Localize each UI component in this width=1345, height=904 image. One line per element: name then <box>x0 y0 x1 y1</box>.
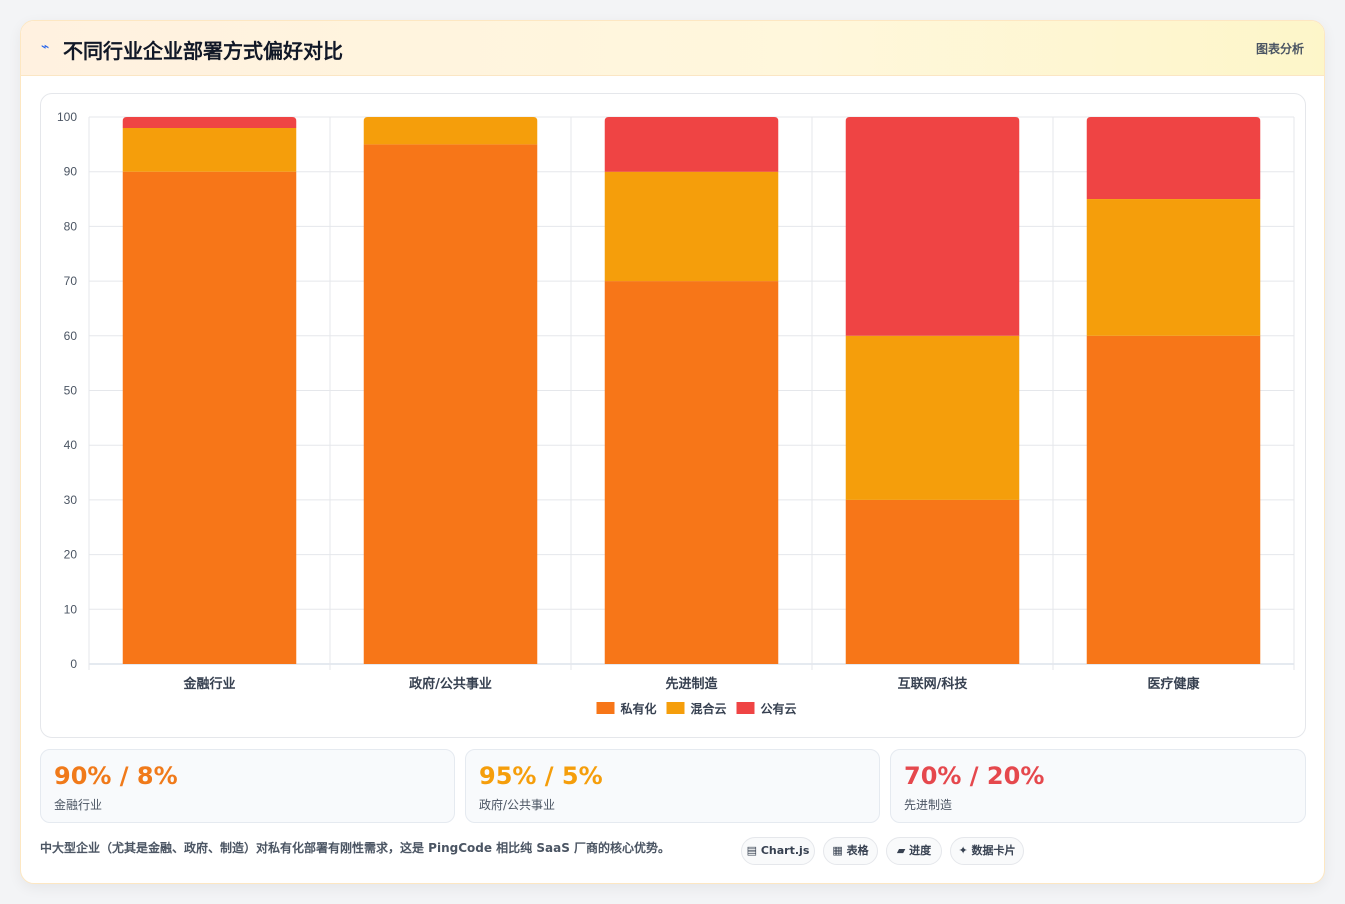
sparkle-icon: ✦ <box>958 844 968 857</box>
y-tick-label: 100 <box>57 110 77 124</box>
bar-segment <box>1086 117 1261 200</box>
legend-label: 私有化 <box>620 701 657 716</box>
bar-segment <box>363 144 538 665</box>
bar-segment <box>604 117 779 172</box>
bar-segment <box>363 117 538 145</box>
tag-label: 数据卡片 <box>971 844 1016 857</box>
bar-segment <box>1086 335 1261 664</box>
bar-segment <box>604 171 779 282</box>
bar-segment <box>845 499 1020 664</box>
y-tick-label: 20 <box>64 548 78 562</box>
progress-icon: ▰ <box>896 844 906 857</box>
bar-segment <box>845 335 1020 500</box>
tag-label: 进度 <box>909 844 932 857</box>
bar-segment <box>845 117 1020 336</box>
y-tick-label: 90 <box>64 165 78 179</box>
legend-label: 混合云 <box>691 701 727 716</box>
x-tick-label: 金融行业 <box>182 676 235 692</box>
x-tick-label: 政府/公共事业 <box>409 676 492 692</box>
y-tick-label: 40 <box>64 438 78 452</box>
stat-card-government: 95% / 5% 政府/公共事业 <box>465 749 880 823</box>
legend-swatch <box>596 702 615 714</box>
stat-label: 先进制造 <box>904 798 953 812</box>
bar-segment <box>1086 199 1261 336</box>
bar-segment <box>122 117 297 128</box>
y-tick-label: 70 <box>64 274 78 288</box>
tag-chartjs[interactable]: ▤ Chart.js <box>741 837 815 865</box>
card-header: ⌁ 不同行业企业部署方式偏好对比 图表分析 <box>21 21 1324 76</box>
bar-segment <box>122 127 297 172</box>
tag-table[interactable]: ▦ 表格 <box>823 837 878 865</box>
stat-value: 90% / 8% <box>54 762 178 790</box>
table-icon: ▦ <box>832 844 843 857</box>
y-tick-label: 10 <box>64 602 78 616</box>
tag-label: 表格 <box>846 844 869 857</box>
stat-label: 政府/公共事业 <box>479 798 556 812</box>
chart-card: ⌁ 不同行业企业部署方式偏好对比 图表分析 0 10 20 30 40 50 60 70 80 9… <box>20 20 1325 884</box>
tag-progress[interactable]: ▰ 进度 <box>886 837 942 865</box>
line-chart-icon: ⌁ <box>41 39 50 55</box>
bar-segment <box>122 171 297 664</box>
tag-data-card[interactable]: ✦ 数据卡片 <box>950 837 1024 865</box>
chart-analysis-button[interactable]: 图表分析 <box>1255 42 1304 56</box>
footer-note: 中大型企业（尤其是金融、政府、制造）对私有化部署有刚性需求，这是 PingCod… <box>40 841 671 855</box>
stacked-bar-chart: 0 10 20 30 40 50 60 70 80 90 100 金融行业 政府/公共事业 先进制造 互联网… <box>57 110 1295 716</box>
legend-swatch <box>666 702 685 714</box>
stat-value: 95% / 5% <box>479 762 603 790</box>
y-tick-label: 0 <box>70 657 77 671</box>
y-tick-label: 60 <box>64 329 78 343</box>
y-tick-label: 80 <box>64 219 78 233</box>
chart-panel: 0 10 20 30 40 50 60 70 80 90 100 金融行业 政府/公共事业 先进制造 互联网… <box>40 93 1306 738</box>
y-tick-label: 50 <box>64 384 78 398</box>
x-tick-label: 互联网/科技 <box>898 676 969 692</box>
stat-value: 70% / 20% <box>904 762 1045 790</box>
stat-card-manufacturing: 70% / 20% 先进制造 <box>890 749 1306 823</box>
tag-label: Chart.js <box>760 844 810 857</box>
bar-segment <box>604 281 779 664</box>
stat-label: 金融行业 <box>54 798 103 812</box>
bar-chart-icon: ▤ <box>746 844 758 857</box>
page-title: 不同行业企业部署方式偏好对比 <box>63 39 343 63</box>
legend-label: 公有云 <box>761 701 797 716</box>
x-tick-label: 先进制造 <box>665 676 718 692</box>
x-tick-label: 医疗健康 <box>1147 676 1200 692</box>
legend-swatch <box>736 702 755 714</box>
y-tick-label: 30 <box>64 493 78 507</box>
stat-card-finance: 90% / 8% 金融行业 <box>40 749 455 823</box>
